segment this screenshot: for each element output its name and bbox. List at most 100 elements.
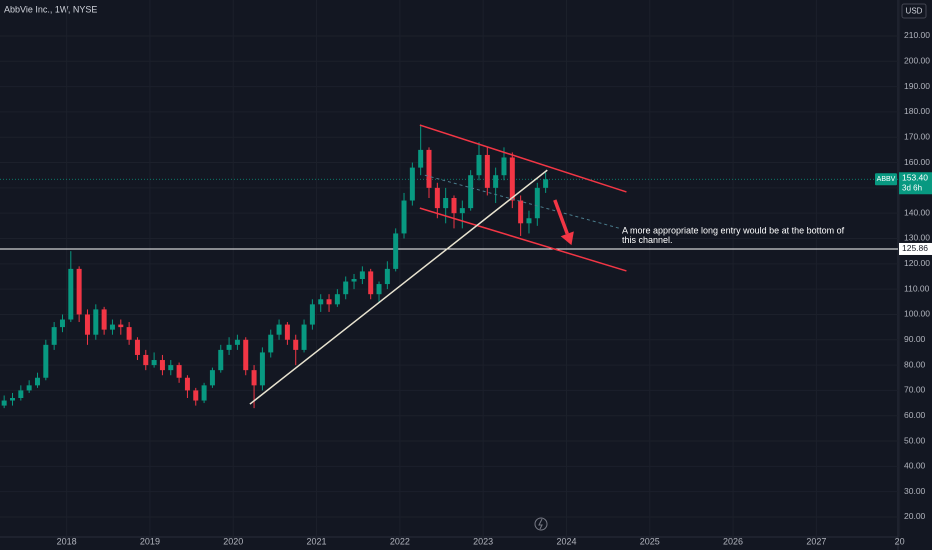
candle-body — [393, 233, 399, 269]
candle-body — [459, 208, 465, 214]
last-price-bg — [899, 172, 932, 195]
x-tick-label: 2019 — [140, 536, 160, 546]
symbol-label-bg — [875, 173, 897, 186]
candle-body — [501, 157, 507, 176]
candle-body — [43, 344, 49, 378]
y-tick-label: 190.00 — [904, 81, 930, 91]
candle-body — [309, 304, 315, 325]
grid — [0, 0, 900, 537]
candle-body — [401, 200, 407, 234]
candle-body — [59, 319, 65, 328]
candle-body — [76, 268, 82, 315]
candle-body — [1, 400, 7, 406]
candle-body — [243, 339, 249, 371]
replay-icon-bolt — [538, 518, 543, 530]
y-tick-label: 200.00 — [904, 56, 930, 66]
countdown: 3d 6h — [902, 183, 922, 192]
candle-body — [226, 344, 232, 350]
y-tick-label: 70.00 — [904, 385, 926, 395]
x-tick-label: 2024 — [556, 536, 576, 546]
y-tick-label: 210.00 — [904, 30, 930, 40]
trend-line — [249, 169, 548, 405]
candle-body — [443, 197, 449, 209]
x-tick-label: 2026 — [723, 536, 743, 546]
candle-body — [9, 398, 15, 401]
trend-line — [419, 124, 627, 193]
candle-body — [334, 294, 340, 305]
candle-body — [409, 167, 415, 201]
candle-body — [434, 187, 440, 209]
candle-body — [284, 324, 290, 340]
candle-body — [351, 279, 357, 282]
y-tick-label: 110.00 — [904, 283, 930, 293]
marks — [0, 124, 898, 409]
y-tick-label: 120.00 — [904, 258, 930, 268]
candle-body — [276, 324, 282, 335]
x-tick-label: 2020 — [223, 536, 243, 546]
candle-body — [543, 179, 549, 188]
candle-body — [34, 377, 40, 386]
y-tick-label: 100.00 — [904, 309, 930, 319]
level-label: 125.86 — [902, 243, 928, 253]
candle-body — [68, 268, 74, 320]
x-tick-label: 2021 — [307, 536, 327, 546]
candle-body — [376, 284, 382, 295]
last-price-label: 153.40 — [902, 173, 928, 183]
candle-body — [134, 339, 140, 355]
arrow-shaft — [553, 199, 569, 235]
candle-body — [184, 377, 190, 391]
candle-body — [301, 324, 307, 350]
candle-body — [218, 349, 224, 371]
trend-line — [424, 174, 620, 229]
candle-body — [343, 281, 349, 295]
candle-body — [118, 324, 124, 328]
candle-body — [368, 271, 374, 295]
y-tick-label: 50.00 — [904, 435, 926, 445]
x-tick-label: 2018 — [57, 536, 77, 546]
candle-body — [493, 175, 499, 188]
candle-body — [509, 157, 515, 201]
candle-body — [209, 370, 215, 386]
candle-body — [176, 365, 182, 378]
annotation: A more appropriate long entry would be a… — [622, 225, 845, 235]
candle-body — [468, 175, 474, 209]
chart-title: AbbVie Inc., 1W, NYSE — [4, 4, 97, 14]
candle-body — [318, 299, 324, 305]
y-tick-label: 160.00 — [904, 157, 930, 167]
candle-body — [143, 354, 149, 366]
candle-body — [426, 149, 432, 188]
x-tick-label: 2022 — [390, 536, 410, 546]
candle-body — [126, 327, 132, 340]
candle-body — [201, 385, 207, 401]
candle-body — [151, 360, 157, 366]
candle-body — [293, 339, 299, 350]
replay-icon[interactable] — [534, 517, 548, 531]
trend-line — [419, 207, 627, 272]
candle-body — [326, 299, 332, 305]
candle-body — [84, 314, 90, 335]
candle-body — [451, 197, 457, 214]
symbol-label: ABBV — [877, 176, 896, 183]
y-tick-label: 80.00 — [904, 359, 926, 369]
candle-body — [518, 200, 524, 224]
arrow-head — [560, 231, 574, 246]
candle-body — [93, 309, 99, 335]
candle-body — [418, 149, 424, 168]
y-tick-label: 180.00 — [904, 106, 930, 116]
y-tick-label: 40.00 — [904, 461, 926, 471]
currency-box[interactable] — [901, 3, 927, 19]
currency: USD — [906, 7, 923, 16]
annotation: this channel. — [622, 235, 673, 245]
candle-body — [476, 154, 482, 176]
candle-body — [51, 327, 57, 345]
candle-body — [359, 271, 365, 280]
y-tick-label: 130.00 — [904, 233, 930, 243]
candle-body — [168, 365, 174, 371]
candle-body — [484, 154, 490, 188]
candle-body — [534, 187, 540, 219]
y-tick-label: 170.00 — [904, 131, 930, 141]
candle-body — [234, 339, 240, 345]
